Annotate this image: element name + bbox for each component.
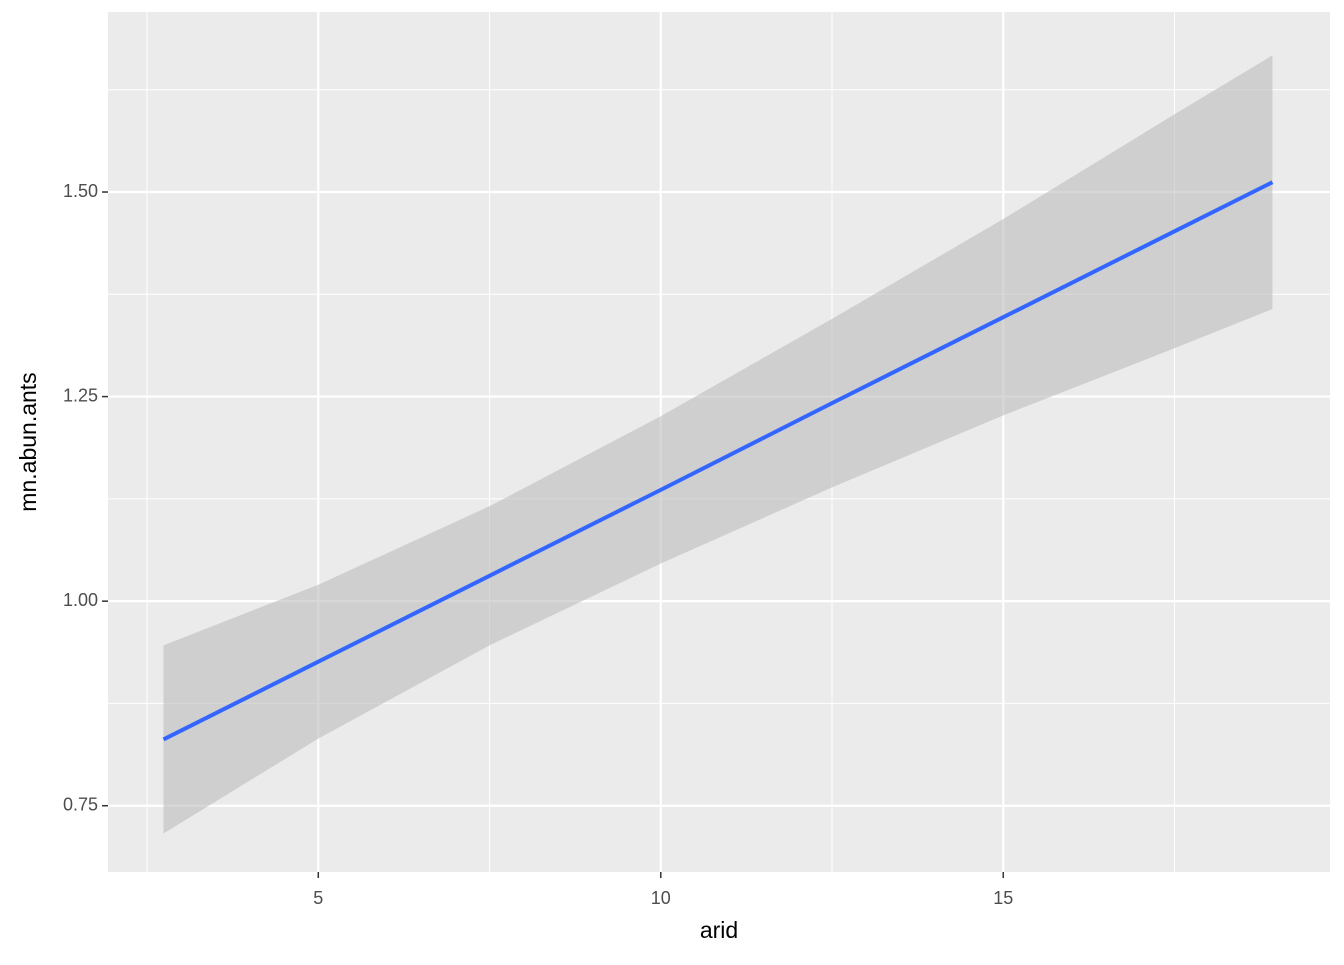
confidence-band xyxy=(163,55,1273,834)
fit-line xyxy=(162,180,1274,742)
y-tick-label: 1.00 xyxy=(63,590,98,610)
y-axis-title: mn.abun.ants xyxy=(15,372,41,511)
x-tick-label: 5 xyxy=(313,888,323,908)
x-tick-label: 15 xyxy=(993,888,1013,908)
x-axis-title: arid xyxy=(700,917,738,943)
y-tick-label: 1.25 xyxy=(63,385,98,405)
y-tick-label: 1.50 xyxy=(63,181,98,201)
y-tick-label: 0.75 xyxy=(63,794,98,814)
x-tick-label: 10 xyxy=(651,888,671,908)
